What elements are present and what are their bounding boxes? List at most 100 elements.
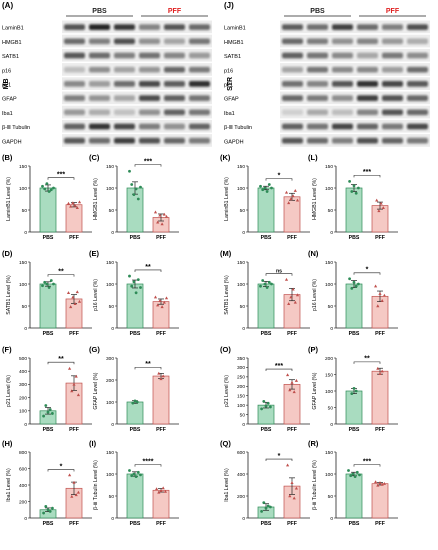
data-point — [265, 286, 269, 289]
blot-band — [164, 38, 185, 45]
data-point — [159, 377, 163, 381]
bar-pbs — [345, 473, 363, 519]
panel-label: (D) — [2, 249, 13, 258]
data-point — [74, 374, 78, 378]
data-point — [48, 408, 52, 411]
data-point — [357, 282, 360, 286]
data-point — [73, 203, 77, 207]
data-point — [348, 180, 351, 183]
y-axis-label: Iba1 Level (%) — [6, 468, 12, 502]
x-tick-label: PBS — [43, 521, 54, 527]
data-point — [136, 197, 140, 201]
y-axis-label: LaminB1 Level (%) — [6, 177, 12, 221]
y-tick-label: 150 — [106, 260, 114, 266]
blot-band — [307, 52, 328, 59]
significance-bracket — [265, 178, 293, 181]
data-point — [69, 305, 73, 309]
y-tick-label: 50 — [109, 208, 115, 214]
bar-pbs — [39, 283, 57, 329]
data-point — [43, 187, 47, 191]
y-tick-label: 50 — [328, 304, 334, 310]
blot-band — [114, 95, 135, 101]
bar-pff — [152, 375, 170, 425]
y-tick-label: 0 — [330, 230, 333, 236]
y-tick-label: 100 — [237, 186, 245, 192]
x-tick-label: PFF — [156, 427, 166, 433]
data-point — [352, 184, 356, 188]
blot-band — [89, 123, 110, 130]
data-point — [45, 282, 49, 286]
data-point — [70, 494, 74, 498]
blot-row-label: SATB1 — [2, 54, 19, 60]
western-blot-mb: (A) PBS PFF MB LaminB1 HMGB1 SATB1 p16 p21 GFAP Ib… — [2, 1, 212, 147]
blot-band — [407, 137, 428, 144]
data-point — [286, 373, 290, 377]
data-point — [269, 405, 272, 409]
blot-band — [189, 95, 210, 101]
data-point — [158, 213, 162, 217]
data-point — [136, 278, 140, 281]
blot-row-label: β-Ⅲ Tubulin — [2, 125, 30, 131]
chart-l: (L) HMGB1 Level (%) 0 50 100 150 PBS PFF *** — [308, 153, 398, 241]
blot-row-label: Iba1 — [224, 111, 235, 117]
data-point — [164, 296, 169, 300]
group-header-pbs: PBS — [92, 8, 107, 15]
y-axis-label: p21 Level (%) — [6, 375, 12, 407]
y-axis-label: p16 Level (%) — [312, 279, 318, 311]
data-point — [128, 274, 131, 278]
blot-band — [407, 38, 428, 45]
data-point — [68, 366, 72, 370]
blot-band — [64, 95, 85, 101]
bar-pbs — [345, 283, 363, 329]
blot-row-label: LaminB1 — [2, 26, 24, 32]
data-point — [46, 410, 50, 414]
y-tick-label: 50 — [109, 304, 115, 310]
x-tick-label: PFF — [287, 427, 297, 433]
y-tick-label: 150 — [237, 164, 245, 170]
blot-band — [357, 52, 378, 59]
y-tick-label: 100 — [106, 472, 114, 478]
y-tick-label: 150 — [106, 450, 114, 456]
y-tick-label: 300 — [19, 382, 27, 388]
blot-band — [407, 52, 428, 59]
data-point — [354, 191, 358, 195]
chart-i: (I) β-Ⅲ Tubulin Level (%) 0 50 100 150 PBS PFF *… — [89, 439, 179, 527]
blot-band — [89, 66, 110, 73]
panel-label: (F) — [2, 345, 12, 354]
chart-d: (D) SATB1 Level (%) 0 50 100 150 PBS PFF ** — [2, 249, 92, 337]
blot-band — [89, 52, 110, 59]
blot-band — [307, 66, 328, 73]
significance-label: * — [278, 453, 281, 460]
blot-row-bg — [280, 48, 430, 62]
blot-band — [139, 24, 160, 30]
data-point — [380, 299, 384, 302]
y-tick-label: 100 — [237, 403, 245, 409]
data-point — [270, 282, 273, 286]
bar-pff — [371, 205, 389, 233]
data-point — [66, 291, 71, 294]
blot-band — [382, 66, 403, 73]
blot-band — [89, 81, 110, 87]
data-point — [380, 369, 384, 373]
blot-band — [307, 137, 328, 144]
y-tick-label: 150 — [325, 372, 333, 378]
data-point — [382, 481, 386, 485]
significance-bracket — [265, 458, 293, 462]
y-tick-label: 0 — [242, 326, 245, 332]
data-point — [76, 393, 80, 397]
data-point — [260, 510, 263, 513]
blot-row-bg — [280, 20, 430, 34]
blot-band — [114, 109, 135, 116]
blot-row-bg — [280, 105, 430, 119]
data-point — [292, 496, 296, 500]
blot-row-bg — [280, 34, 430, 48]
blot-band — [189, 81, 210, 87]
data-point — [44, 404, 48, 407]
chart-r: (R) β-Ⅲ Tubulin Level (%) 0 50 100 150 PBS PFF *… — [308, 439, 398, 527]
bar-pff — [152, 489, 170, 519]
blot-row-label: GFAP — [2, 97, 17, 103]
significance-label: * — [366, 267, 369, 274]
blot-band — [382, 52, 403, 59]
blot-band — [357, 95, 378, 101]
